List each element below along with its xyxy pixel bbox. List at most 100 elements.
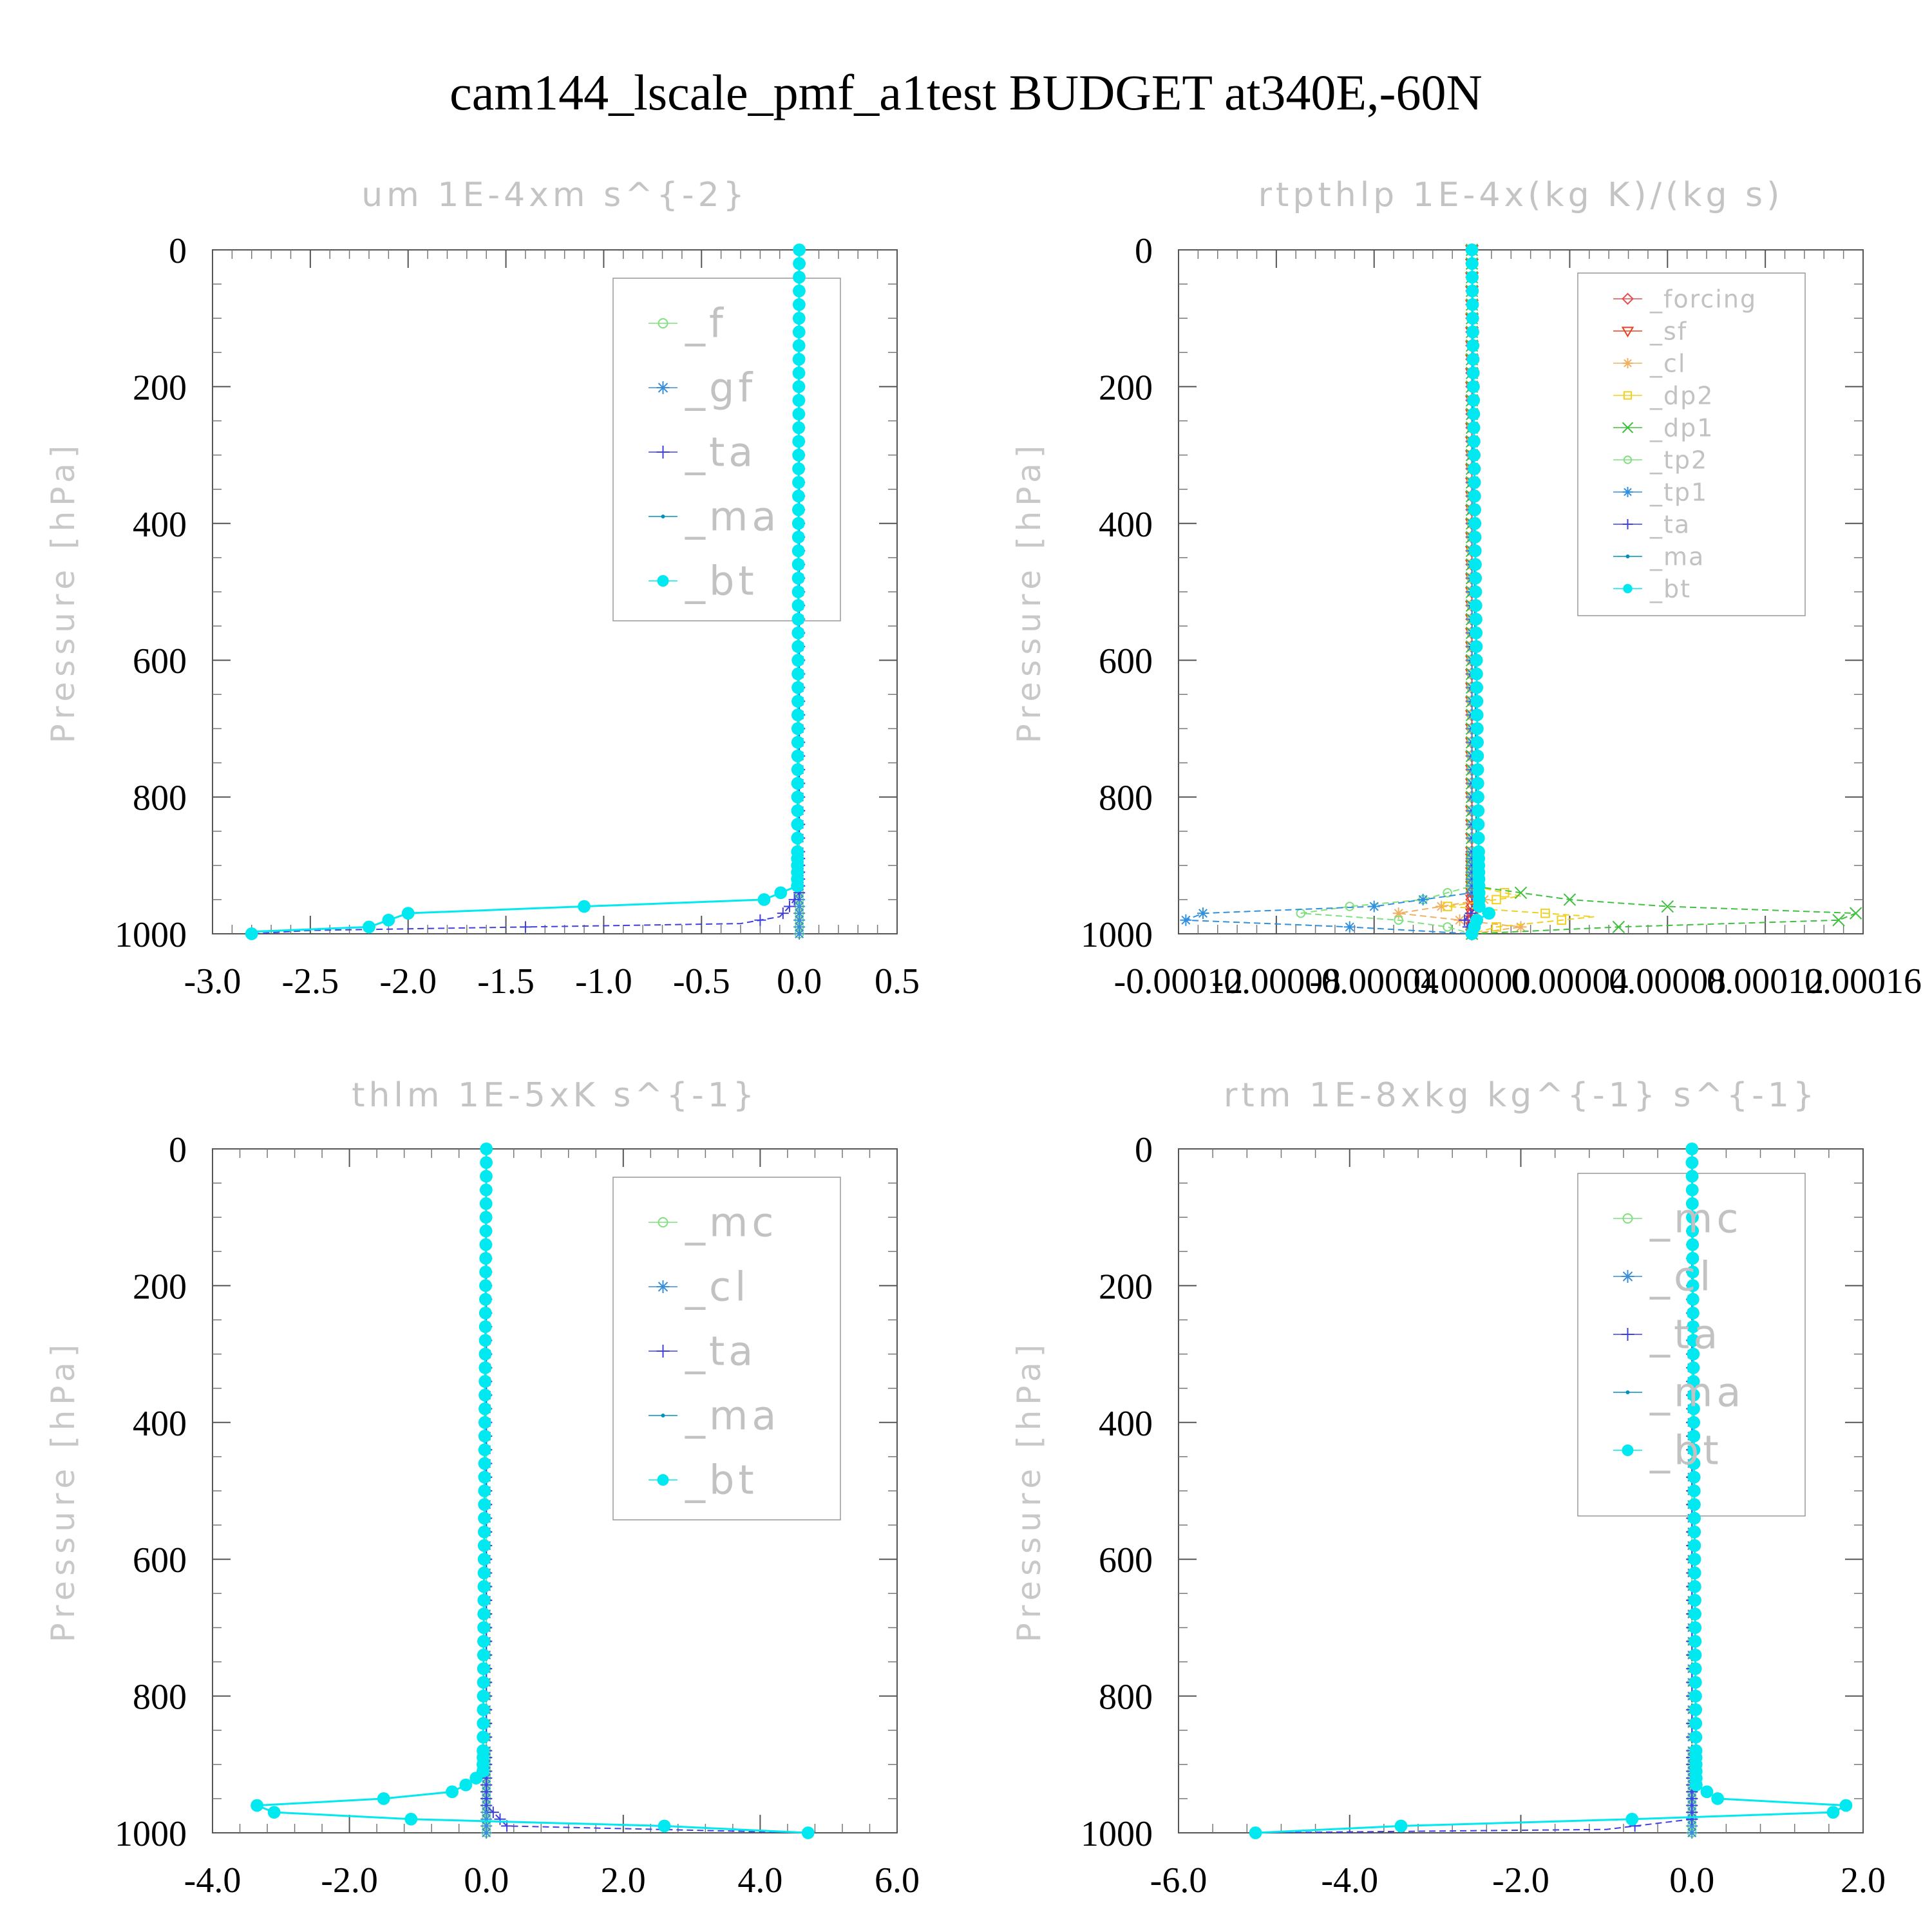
data-point [1470,722,1484,735]
data-point [1686,1265,1700,1279]
legend-label: _ma [1649,1369,1745,1416]
data-point [1686,1293,1700,1306]
data-point [791,612,805,626]
y-tick-label: 0 [169,231,187,271]
data-point [1471,777,1484,790]
data-point [1687,1375,1700,1388]
data-point [479,1252,493,1265]
y-tick-label: 1000 [1081,1814,1153,1854]
legend-marker [1623,391,1633,400]
data-point [1514,886,1528,899]
data-point [792,462,805,475]
data-point [267,1806,281,1819]
data-point [1249,1826,1262,1839]
panel-title: um 1E-4xm s^{-2} [361,176,748,214]
data-point [1180,914,1192,926]
data-point [791,640,805,653]
legend-marker [657,1474,669,1486]
data-point [1689,1717,1703,1730]
legend-marker [1623,583,1633,594]
data-point [1689,1676,1702,1689]
data-point [792,489,805,503]
legend-box [612,1177,841,1520]
legend-marker [1622,1444,1634,1456]
x-tick-label: 0.0 [777,961,822,1001]
x-tick-label: 0.5 [875,961,920,1001]
y-tick-label: 1000 [1081,915,1153,955]
data-point [1466,284,1479,298]
data-point [1688,1539,1701,1552]
data-point [478,1525,491,1539]
y-tick-label: 800 [133,779,187,819]
data-point [1686,1238,1700,1251]
legend-marker [658,318,668,328]
data-point [478,1402,491,1416]
data-point [1468,544,1482,558]
legend-label: _ta [685,429,757,476]
legend-label: _ma [685,493,780,540]
series-line [1398,250,1521,934]
data-point [477,1580,491,1593]
data-point [1467,380,1480,393]
data-point [1443,902,1452,911]
figure-title: cam144_lscale_pmf_a1test BUDGET at340E,-… [450,64,1482,120]
chart-panel-1: um 1E-4xm s^{-2} Pressure [hPa] -3.0 -2.5 -2… [44,176,920,1001]
data-point [1826,1806,1840,1819]
data-point [1467,435,1481,448]
data-point [477,1553,491,1566]
y-tick-label: 0 [169,1130,187,1170]
data-point [578,900,591,913]
legend-marker [656,446,670,459]
data-point [1540,908,1550,918]
data-point [479,1224,493,1238]
data-point [792,325,806,339]
data-point [1687,1306,1700,1320]
y-tick-label: 1000 [115,915,187,955]
data-point [1686,1820,1698,1832]
y-tick-label: 800 [1099,1678,1153,1718]
data-point [1466,339,1480,352]
data-point [1686,1279,1700,1293]
data-point [1689,1648,1702,1662]
x-tick-label: -2.0 [321,1861,378,1900]
legend-marker [1625,554,1630,558]
data-point [1557,915,1567,925]
legend-marker [658,1217,668,1227]
legend-marker [1623,455,1633,464]
data-point [1472,831,1485,845]
data-point [1689,1662,1702,1676]
chart-panel-2: rtpthlp 1E-4x(kg K)/(kg s) Pressure [hPa]… [1010,176,1922,1001]
data-point [792,503,805,516]
data-point [1470,708,1484,722]
y-tick-label: 400 [133,505,187,545]
series-line [1300,250,1473,934]
data-point [1468,476,1481,489]
data-point [1711,1792,1725,1805]
legend-marker [661,1414,665,1417]
data-point [363,920,375,934]
x-tick-label: -2.0 [1492,1861,1549,1900]
data-point [1468,531,1482,544]
data-point [791,818,804,831]
y-tick-label: 600 [1099,1540,1153,1580]
data-point [1466,366,1480,380]
x-tick-label: -2.5 [282,961,339,1001]
data-point [477,1648,490,1662]
legend-label: _cl [685,1264,750,1311]
series-line [1255,1149,1693,1833]
data-point [478,1430,491,1443]
data-point [1563,893,1577,906]
legend-label: _gf [685,365,756,412]
data-point [1470,681,1484,694]
data-point [1492,922,1501,932]
panel-title: rtpthlp 1E-4x(kg K)/(kg s) [1258,176,1784,214]
y-axis-label: Pressure [hPa] [1010,440,1048,744]
x-tick-label: 2.0 [601,1861,646,1900]
data-point [791,531,805,544]
data-point [792,435,806,448]
data-point [793,921,806,933]
plot-frame [1178,249,1864,934]
legend-marker [656,1280,670,1293]
x-tick-label: 6.0 [875,1861,920,1900]
data-point [377,1792,390,1805]
